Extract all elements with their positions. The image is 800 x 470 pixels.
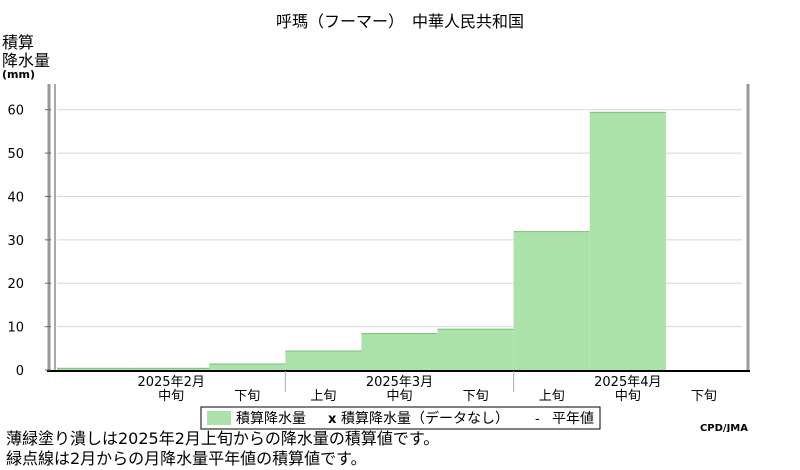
legend-mark-normal: - xyxy=(535,412,540,427)
y-tick-label-50: 50 xyxy=(7,147,24,162)
y-tick-label-40: 40 xyxy=(7,190,24,205)
y-axis-label-2: (mm) xyxy=(2,68,35,81)
legend-item-2: 平年値 xyxy=(552,411,594,427)
y-tick-label-60: 60 xyxy=(7,104,24,119)
chart-title: 呼瑪（フーマー） 中華人民共和国 xyxy=(276,12,524,31)
credit-label: CPD/JMA xyxy=(700,423,748,432)
x-tick-label-6: 上旬 xyxy=(539,389,565,404)
y-tick-label-30: 30 xyxy=(7,234,24,249)
x-tick-label-7: 中旬 xyxy=(615,389,641,404)
month-label-2: 2025年4月 xyxy=(594,375,661,390)
note-fill: 薄緑塗り潰しは2025年2月上旬からの降水量の積算値です。 xyxy=(6,429,440,448)
x-tick-label-3: 上旬 xyxy=(310,389,336,404)
bar-4 xyxy=(361,333,438,370)
y-tick-label-20: 20 xyxy=(7,277,24,292)
legend-swatch-fill xyxy=(207,411,231,425)
bar-5 xyxy=(437,328,514,370)
x-tick-label-2: 下旬 xyxy=(234,389,260,404)
y-tick-label-10: 10 xyxy=(7,321,24,336)
x-tick-label-5: 下旬 xyxy=(463,389,489,404)
bar-3 xyxy=(285,350,362,370)
y-axis-label-1: 降水量 xyxy=(2,51,50,70)
x-tick-label-4: 中旬 xyxy=(386,389,412,404)
legend-item-0: 積算降水量 xyxy=(236,411,306,427)
legend-box xyxy=(200,406,601,430)
legend-mark-nodata: x xyxy=(328,412,337,427)
x-tick-label-1: 中旬 xyxy=(158,389,184,404)
month-label-0: 2025年2月 xyxy=(137,375,204,390)
x-tick-label-8: 下旬 xyxy=(691,389,717,404)
y-axis-label-0: 積算 xyxy=(2,33,34,52)
bar-1 xyxy=(133,367,210,370)
bar-6 xyxy=(513,231,590,370)
month-label-1: 2025年3月 xyxy=(366,375,433,390)
precipitation-chart: 呼瑪（フーマー） 中華人民共和国積算降水量(mm)010203040506020… xyxy=(2,12,750,432)
y-tick-label-0: 0 xyxy=(16,364,24,379)
bar-2 xyxy=(209,363,286,370)
note-dotted: 緑点線は2月からの月降水量平年値の積算値です。 xyxy=(6,449,367,468)
legend-item-1: 積算降水量（データなし） xyxy=(341,410,509,427)
bar-7 xyxy=(589,111,666,370)
bar-0 xyxy=(57,367,134,370)
